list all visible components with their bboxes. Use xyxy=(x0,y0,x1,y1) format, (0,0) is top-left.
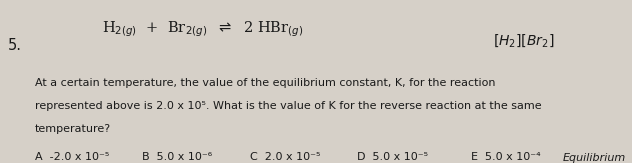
Text: At a certain temperature, the value of the equilibrium constant, K, for the reac: At a certain temperature, the value of t… xyxy=(35,78,495,88)
Text: 5.: 5. xyxy=(8,38,21,53)
Text: Equilibrium: Equilibrium xyxy=(562,153,626,163)
Text: H$_{2(g)}$  +  Br$_{2(g)}$  $\rightleftharpoons$  2 HBr$_{(g)}$: H$_{2(g)}$ + Br$_{2(g)}$ $\rightleftharp… xyxy=(102,20,303,39)
Text: $[H_2][Br_2]$: $[H_2][Br_2]$ xyxy=(493,32,554,49)
Text: C  2.0 x 10⁻⁵: C 2.0 x 10⁻⁵ xyxy=(250,152,320,162)
Text: represented above is 2.0 x 10⁵. What is the value of K for the reverse reaction : represented above is 2.0 x 10⁵. What is … xyxy=(35,101,542,111)
Text: A  -2.0 x 10⁻⁵: A -2.0 x 10⁻⁵ xyxy=(35,152,109,162)
Text: E  5.0 x 10⁻⁴: E 5.0 x 10⁻⁴ xyxy=(471,152,540,162)
Text: B  5.0 x 10⁻⁶: B 5.0 x 10⁻⁶ xyxy=(142,152,212,162)
Text: D  5.0 x 10⁻⁵: D 5.0 x 10⁻⁵ xyxy=(357,152,428,162)
Text: temperature?: temperature? xyxy=(35,124,111,134)
